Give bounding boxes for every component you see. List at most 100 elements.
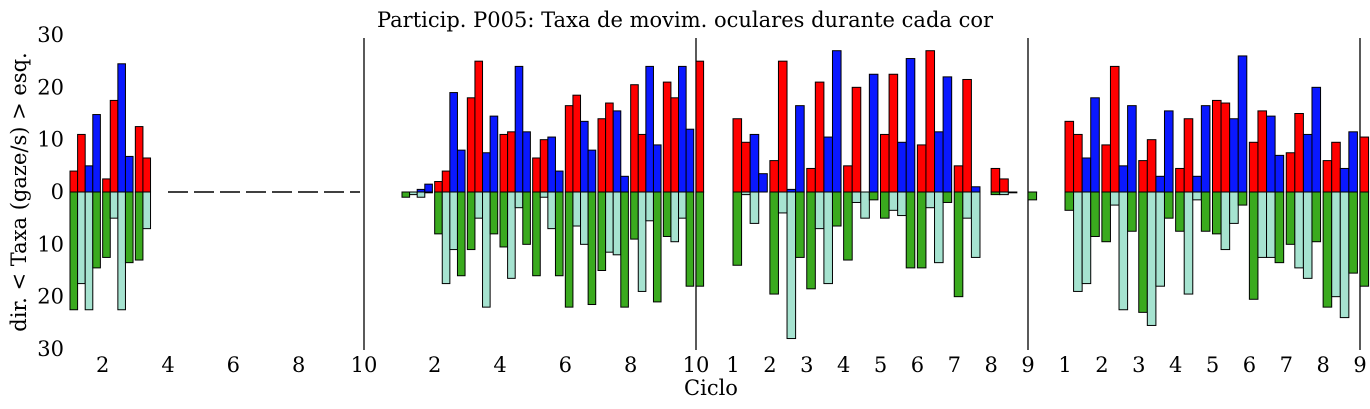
y-tick-label: 30: [37, 23, 64, 47]
bar-green: [806, 191, 816, 290]
bar-red: [1220, 102, 1231, 193]
bar-blue: [678, 65, 687, 193]
bar-blue: [554, 170, 564, 193]
bar-green: [685, 191, 695, 287]
bar-blue: [84, 165, 94, 193]
bar-red: [962, 78, 972, 193]
bar-green: [1348, 191, 1358, 274]
bar-blue: [612, 110, 622, 193]
bar-green: [1090, 191, 1100, 237]
bar-green: [843, 191, 853, 261]
bar-lightgreen: [409, 191, 418, 196]
bar-green: [662, 191, 672, 237]
bar-red: [1322, 160, 1333, 193]
bar-blue: [1266, 115, 1276, 193]
bar-lightgreen: [1339, 191, 1350, 319]
x-tick-label: 10: [683, 353, 710, 377]
bar-green: [1163, 191, 1174, 219]
x-tick-label: 8: [984, 353, 997, 377]
bar-blue: [868, 73, 879, 193]
bar-red: [814, 81, 825, 193]
bar-lightgreen: [1294, 191, 1304, 269]
bar-lightgreen: [416, 191, 426, 198]
bar-lightgreen: [612, 191, 622, 256]
bar-lightgreen: [1220, 191, 1231, 251]
bar-green: [124, 191, 134, 264]
bar-green: [456, 191, 466, 277]
bar-green: [489, 191, 499, 235]
bar-lightgreen: [645, 191, 654, 222]
bar-red: [1183, 118, 1194, 193]
bar-lightgreen: [441, 191, 451, 285]
bar-red: [1212, 99, 1222, 193]
bar-green: [434, 191, 443, 235]
panel-2: 2 4 6 8 10: [401, 38, 710, 377]
bar-red: [564, 105, 574, 193]
x-tick-label: 8: [292, 353, 305, 377]
bar-lightgreen: [670, 191, 680, 243]
bar-lightgreen: [507, 191, 516, 279]
bar-green: [795, 191, 805, 258]
bar-blue: [942, 76, 953, 193]
bar-green: [499, 191, 509, 248]
bar-blue: [897, 141, 907, 193]
bar-blue: [1348, 131, 1358, 193]
bar-red: [851, 86, 862, 193]
bar-red: [999, 178, 1009, 193]
bar-lightgreen: [962, 191, 972, 219]
bar-lightgreen: [934, 191, 944, 264]
bar-red: [507, 131, 516, 193]
bar-green: [880, 191, 890, 219]
bar-red: [109, 99, 119, 193]
x-tick-label: 2: [1095, 353, 1108, 377]
bar-lightgreen: [84, 191, 94, 311]
bar-lightgreen: [1073, 191, 1083, 292]
bar-blue: [1192, 175, 1202, 193]
x-axis-label: Ciclo: [684, 376, 738, 400]
bar-blue: [1229, 118, 1239, 193]
bar-blue: [749, 133, 760, 193]
bar-lightgreen: [1183, 191, 1194, 295]
x-tick-label: 7: [1280, 353, 1293, 377]
bar-green: [916, 191, 927, 269]
bar-lightgreen: [449, 191, 458, 251]
bar-red: [1257, 110, 1268, 193]
bar-blue: [482, 152, 491, 193]
bar-blue: [489, 115, 499, 193]
x-tick-label: 4: [161, 353, 174, 377]
bar-green: [69, 191, 79, 311]
bar-red: [434, 181, 443, 193]
bar-red: [888, 73, 899, 193]
bar-blue: [547, 136, 556, 193]
bar-green: [695, 191, 705, 287]
x-tick-label: 4: [837, 353, 850, 377]
bar-green: [587, 191, 597, 306]
bar-lightgreen: [142, 191, 152, 230]
bar-lightgreen: [860, 191, 870, 219]
bar-red: [732, 118, 743, 193]
chart-title: Particip. P005: Taxa de movim. oculares …: [377, 8, 994, 32]
x-tick-label: 8: [624, 353, 637, 377]
x-tick-label: 4: [493, 353, 506, 377]
bar-green: [769, 191, 779, 295]
bar-blue: [1237, 55, 1248, 193]
bar-lightgreen: [1266, 191, 1276, 258]
bar-blue: [1090, 97, 1100, 193]
bar-green: [990, 191, 1001, 196]
x-tick-label: 9: [1021, 353, 1034, 377]
bar-lightgreen: [605, 191, 614, 253]
bar-lightgreen: [1146, 191, 1157, 326]
bar-red: [1073, 133, 1083, 193]
bar-green: [401, 191, 411, 198]
x-tick-label: 10: [351, 353, 378, 377]
bar-green: [868, 191, 879, 201]
bar-lightgreen: [741, 191, 751, 196]
bar-red: [777, 60, 788, 193]
bar-red: [1064, 120, 1075, 193]
bar-blue: [831, 50, 842, 193]
bar-green: [1064, 191, 1075, 211]
bar-red: [630, 84, 639, 193]
bar-lightgreen: [1302, 191, 1313, 279]
bar-blue: [652, 144, 662, 193]
bar-blue: [1339, 167, 1350, 193]
